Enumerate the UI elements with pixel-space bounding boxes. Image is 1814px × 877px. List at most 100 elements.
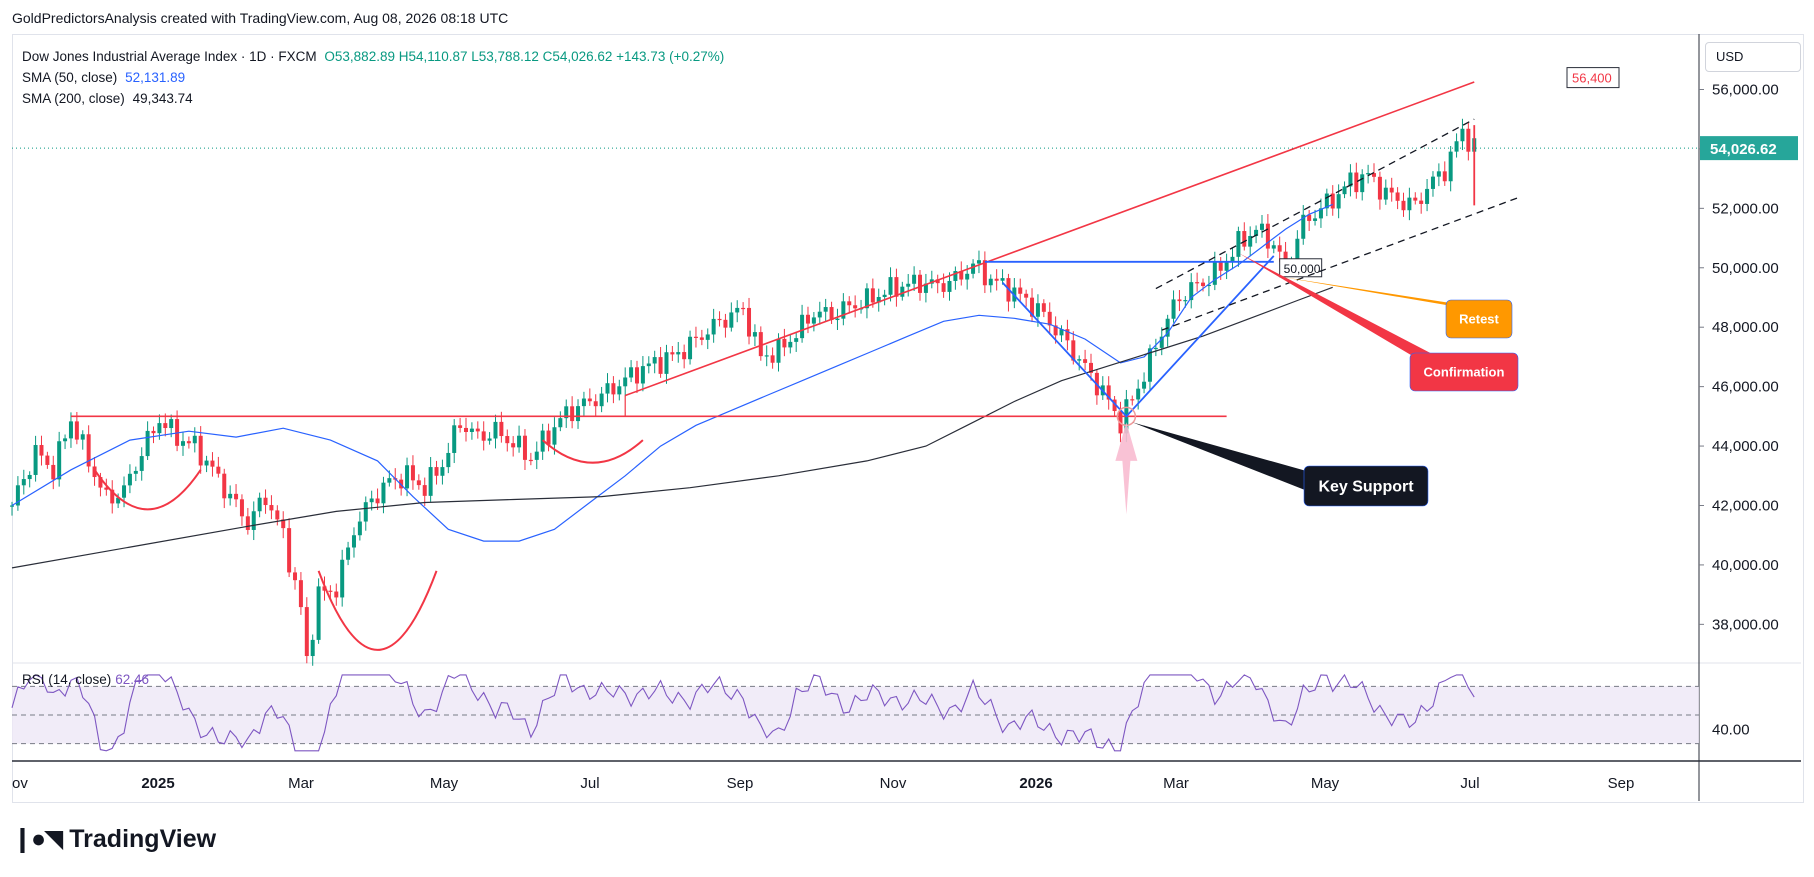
x-tick-label: ov bbox=[12, 775, 28, 792]
y-tick-label: 46,000.00 bbox=[1712, 379, 1779, 396]
candle-body bbox=[629, 367, 634, 378]
last-price-tag[interactable] bbox=[1700, 136, 1798, 161]
candle-body bbox=[1035, 303, 1040, 317]
candle-body bbox=[452, 425, 457, 453]
channel-upper[interactable] bbox=[1155, 118, 1475, 290]
candle-body bbox=[151, 430, 156, 434]
candle-body bbox=[841, 301, 846, 319]
tradingview-brand[interactable]: ❙●◥ TradingView bbox=[12, 824, 216, 854]
candle-body bbox=[145, 430, 150, 457]
candle-body bbox=[328, 590, 333, 592]
key-support-callout-label: Key Support bbox=[1318, 478, 1414, 495]
cup-left[interactable] bbox=[93, 469, 202, 511]
candle-body bbox=[1366, 173, 1371, 175]
target-label-box[interactable] bbox=[1566, 67, 1620, 89]
confirmation-callout-box[interactable] bbox=[1409, 352, 1519, 392]
sma200-value: 49,343.74 bbox=[132, 91, 193, 106]
upper-trendline[interactable] bbox=[624, 81, 1475, 397]
candle-body bbox=[558, 418, 563, 428]
candle-body bbox=[269, 505, 274, 511]
candle-body bbox=[21, 479, 26, 486]
candle-body bbox=[1277, 245, 1282, 252]
candle-body bbox=[782, 338, 787, 348]
candle-body bbox=[965, 273, 970, 280]
v-pattern[interactable] bbox=[1001, 255, 1275, 418]
candle-body bbox=[1242, 231, 1247, 247]
candle-body bbox=[1218, 261, 1223, 271]
candle-body bbox=[1147, 348, 1152, 382]
brand-name: TradingView bbox=[69, 824, 217, 853]
candle-body bbox=[469, 428, 474, 432]
candle-body bbox=[570, 406, 575, 422]
candle-body bbox=[1342, 186, 1347, 195]
candle-body bbox=[1106, 385, 1111, 400]
candle-body bbox=[1265, 223, 1270, 249]
candle-body bbox=[959, 271, 964, 280]
candle-body bbox=[564, 406, 569, 419]
candle-body bbox=[1395, 192, 1400, 201]
retest-callout-box[interactable] bbox=[1445, 299, 1513, 339]
candle-body bbox=[835, 318, 840, 321]
candle-body bbox=[216, 466, 221, 474]
y-tick-label: 42,000.00 bbox=[1712, 497, 1779, 514]
candle-body bbox=[640, 366, 645, 384]
ohlc-values: O53,882.89 H54,110.87 L53,788.12 C54,026… bbox=[324, 49, 725, 64]
y-tick-label: 40,000.00 bbox=[1712, 557, 1779, 574]
candle-body bbox=[1065, 329, 1070, 341]
candle-body bbox=[10, 505, 14, 507]
candle-body bbox=[180, 441, 185, 446]
candle-body bbox=[381, 482, 386, 504]
candle-body bbox=[1360, 174, 1365, 193]
candle-body bbox=[1183, 300, 1188, 302]
cup-right[interactable] bbox=[541, 439, 644, 464]
rsi-label[interactable]: RSI (14, close) bbox=[22, 672, 112, 687]
candle-body bbox=[723, 319, 728, 328]
candle-body bbox=[634, 367, 639, 384]
y-tick-label: 52,000.00 bbox=[1712, 200, 1779, 217]
rsi-line[interactable] bbox=[11, 673, 1475, 752]
candle-body bbox=[239, 499, 244, 517]
x-tick-label: 2026 bbox=[1019, 775, 1052, 792]
candle-body bbox=[546, 430, 551, 445]
candle-body bbox=[664, 352, 669, 374]
sma50-label[interactable]: SMA (50, close) bbox=[22, 70, 118, 85]
candle-body bbox=[416, 480, 421, 486]
candle-body bbox=[1236, 231, 1241, 257]
candle-body bbox=[346, 547, 351, 560]
sma200-label[interactable]: SMA (200, close) bbox=[22, 91, 125, 106]
candle-body bbox=[405, 465, 410, 489]
neckline-label-box[interactable] bbox=[1279, 258, 1323, 278]
candle-body bbox=[682, 352, 687, 360]
candle-body bbox=[204, 460, 209, 466]
candle-body bbox=[127, 473, 132, 486]
candle-body bbox=[935, 279, 940, 284]
currency-selector[interactable]: USD bbox=[1705, 42, 1801, 72]
candle-body bbox=[234, 493, 239, 500]
sma50-line[interactable] bbox=[11, 203, 1333, 542]
candle-body bbox=[1189, 282, 1194, 301]
candle-body bbox=[493, 421, 498, 439]
confirmation-callout-pointer bbox=[1238, 252, 1440, 358]
key-support-callout-box[interactable] bbox=[1303, 465, 1429, 507]
candle-body bbox=[1024, 293, 1029, 298]
candle-body bbox=[293, 572, 298, 581]
candle-body bbox=[517, 435, 522, 448]
tradingview-logo-icon: ❙●◥ bbox=[12, 825, 63, 853]
candle-body bbox=[287, 528, 292, 573]
candle-body bbox=[1171, 299, 1176, 319]
candle-body bbox=[499, 421, 504, 437]
symbol-title[interactable]: Dow Jones Industrial Average Index · 1D … bbox=[22, 49, 317, 64]
candle-body bbox=[1248, 235, 1253, 247]
candle-body bbox=[747, 307, 752, 337]
cup-bottom[interactable] bbox=[317, 570, 438, 651]
candle-body bbox=[988, 278, 993, 286]
candle-body bbox=[334, 591, 339, 598]
sma200-line[interactable] bbox=[11, 286, 1333, 569]
candle-body bbox=[122, 485, 127, 498]
channel-lower[interactable] bbox=[1161, 195, 1522, 331]
candle-body bbox=[1460, 128, 1465, 142]
candle-body bbox=[534, 451, 539, 460]
candle-body bbox=[1177, 299, 1182, 302]
candle-body bbox=[1159, 336, 1164, 348]
